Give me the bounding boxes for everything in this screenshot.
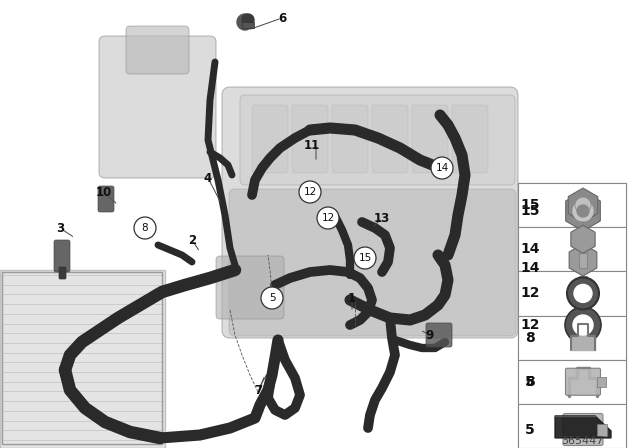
Circle shape [577, 205, 589, 217]
FancyBboxPatch shape [229, 189, 516, 336]
FancyBboxPatch shape [563, 414, 603, 445]
Bar [597, 377, 606, 387]
Polygon shape [571, 323, 595, 349]
Bar [518, 360, 626, 404]
Bar [579, 253, 587, 268]
Bar [579, 276, 587, 294]
Circle shape [299, 181, 321, 203]
FancyBboxPatch shape [242, 22, 254, 28]
FancyBboxPatch shape [292, 105, 328, 173]
Polygon shape [568, 188, 598, 222]
Bar [518, 271, 626, 315]
Polygon shape [569, 244, 597, 276]
Text: 4: 4 [204, 172, 212, 185]
Polygon shape [571, 225, 595, 253]
Bar [518, 315, 626, 360]
Text: 2: 2 [188, 233, 196, 246]
Circle shape [567, 277, 599, 310]
FancyBboxPatch shape [98, 186, 114, 212]
Text: 15: 15 [520, 204, 540, 218]
Bar [518, 183, 626, 227]
Circle shape [573, 315, 593, 335]
FancyBboxPatch shape [372, 105, 408, 173]
Text: 365447: 365447 [561, 436, 603, 446]
Text: 8: 8 [525, 375, 535, 389]
Circle shape [565, 307, 601, 343]
Text: 3: 3 [56, 221, 64, 234]
Circle shape [317, 207, 339, 229]
Text: 13: 13 [374, 211, 390, 224]
Bar [518, 183, 626, 239]
Polygon shape [566, 191, 600, 231]
Text: 12: 12 [303, 187, 317, 197]
Text: 6: 6 [278, 12, 286, 25]
FancyBboxPatch shape [426, 323, 452, 347]
Circle shape [354, 247, 376, 269]
FancyBboxPatch shape [412, 105, 448, 173]
FancyBboxPatch shape [222, 87, 518, 338]
Bar [518, 354, 626, 410]
Bar [597, 423, 607, 435]
FancyBboxPatch shape [566, 368, 600, 395]
Circle shape [134, 217, 156, 239]
Text: 14: 14 [520, 261, 540, 275]
FancyBboxPatch shape [126, 26, 189, 74]
Circle shape [261, 287, 283, 309]
FancyBboxPatch shape [54, 240, 70, 272]
Text: 12: 12 [520, 318, 540, 332]
Bar [518, 297, 626, 353]
Text: 9: 9 [426, 328, 434, 341]
Text: 8: 8 [141, 223, 148, 233]
Text: 1: 1 [348, 292, 356, 305]
FancyBboxPatch shape [452, 105, 488, 173]
Circle shape [237, 14, 253, 30]
Text: 5: 5 [269, 293, 275, 303]
Text: 11: 11 [304, 138, 320, 151]
FancyBboxPatch shape [59, 267, 66, 279]
FancyBboxPatch shape [332, 105, 368, 173]
Text: 8: 8 [525, 331, 535, 345]
FancyBboxPatch shape [252, 105, 288, 173]
Text: 7: 7 [254, 383, 262, 396]
Text: 14: 14 [435, 163, 449, 173]
Text: 15: 15 [520, 198, 540, 212]
FancyBboxPatch shape [0, 270, 165, 448]
Text: 12: 12 [321, 213, 335, 223]
Text: 10: 10 [96, 185, 112, 198]
Bar [518, 240, 626, 296]
Polygon shape [555, 416, 611, 438]
Bar [518, 411, 626, 448]
FancyBboxPatch shape [99, 36, 216, 178]
Circle shape [573, 201, 593, 221]
FancyBboxPatch shape [216, 256, 284, 319]
Circle shape [574, 284, 592, 302]
Bar [518, 227, 626, 271]
Circle shape [431, 157, 453, 179]
Circle shape [575, 197, 591, 213]
Text: 15: 15 [358, 253, 372, 263]
Circle shape [242, 14, 254, 26]
Text: 5: 5 [525, 422, 535, 436]
Bar [518, 404, 626, 448]
Text: 5: 5 [525, 375, 535, 389]
Text: 14: 14 [520, 242, 540, 256]
Text: 12: 12 [520, 286, 540, 301]
FancyBboxPatch shape [240, 95, 515, 185]
